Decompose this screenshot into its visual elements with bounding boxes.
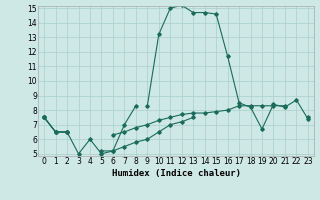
X-axis label: Humidex (Indice chaleur): Humidex (Indice chaleur) [111, 169, 241, 178]
